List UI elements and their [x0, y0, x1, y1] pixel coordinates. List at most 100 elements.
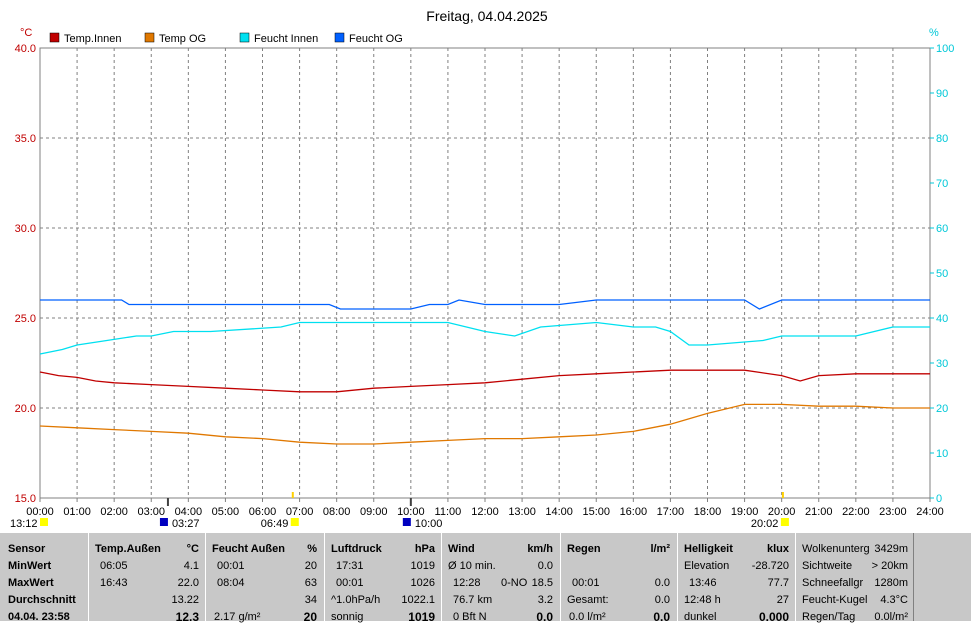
x-tick-label: 00:00: [26, 506, 54, 518]
left-tick-label: 15.0: [15, 493, 36, 505]
left-axis: 15.0 20.0 25.0 30.0 35.0 40.0: [15, 43, 36, 505]
temp-current-value: 12.3: [175, 610, 199, 624]
time-markers: 13:12 03:27 06:49 10:00 20:02: [10, 492, 789, 530]
right-tick-label: 0: [936, 493, 942, 505]
rain-per-day-value: 0.0l/m²: [874, 611, 908, 623]
brightness-max-value: 77.7: [767, 577, 789, 589]
rain-time-value: 0.0: [654, 577, 670, 589]
brightness-unit: klux: [766, 543, 789, 555]
maxwert-label: MaxWert: [8, 577, 54, 589]
x-tick-label: 06:00: [249, 506, 277, 518]
left-tick-label: 20.0: [15, 403, 36, 415]
series-line: [40, 299, 930, 310]
wind-column: Wind km/h Ø 10 min. 0.0 12:28 0-NO 18.5 …: [448, 537, 553, 624]
sensor-column: Sensor MinWert MaxWert Durchschnitt 04.0…: [8, 537, 86, 623]
wind-avg-label: Ø 10 min.: [448, 560, 496, 572]
right-tick-label: 40: [936, 313, 948, 325]
chart-legend: Temp.Innen Temp OG Feucht Innen Feucht OG: [49, 32, 403, 45]
wind-title: Wind: [448, 543, 475, 555]
elevation-value: -28.720: [751, 560, 789, 572]
humidity-min-value: 20: [304, 560, 317, 572]
brightness-current-value: 0.000: [758, 610, 789, 624]
right-tick-label: 90: [936, 88, 948, 100]
humidity-current-value: 20: [303, 610, 317, 624]
visibility-value: > 20km: [871, 560, 908, 572]
temp-max-value: 22.0: [177, 577, 199, 589]
marker-icon: [402, 518, 411, 526]
x-tick-label: 23:00: [879, 506, 907, 518]
marker-label: 10:00: [415, 518, 443, 530]
humidity-title: Feucht Außen: [212, 543, 285, 555]
durchschnitt-label: Durchschnitt: [8, 594, 76, 606]
left-tick-label: 30.0: [15, 223, 36, 235]
legend-label: Temp.Innen: [64, 33, 121, 45]
sunshine-duration: 12:48 h: [684, 594, 721, 606]
extra-column: Wolkenunterg 3429m Sichtweite > 20km Sch…: [802, 537, 908, 623]
x-tick-label: 24:00: [916, 506, 944, 518]
x-tick-label: 16:00: [620, 506, 648, 518]
legend-swatch: [334, 32, 345, 43]
x-tick-label: 10:00: [397, 506, 425, 518]
x-tick-label: 22:00: [842, 506, 870, 518]
rain-total-value: 0.0: [654, 594, 670, 606]
x-tick-label: 03:00: [137, 506, 165, 518]
current-timestamp: 04.04. 23:58: [8, 611, 70, 623]
right-tick-label: 60: [936, 223, 948, 235]
rain-unit: l/m²: [650, 543, 670, 555]
legend-label: Feucht OG: [349, 33, 403, 45]
marker-icon: [290, 518, 299, 526]
wind-max-direction: 0-NO: [501, 577, 528, 589]
temp-column: Temp.Außen °C 06:05 4.1 16:43 22.0 13.22…: [95, 537, 199, 624]
sensor-title: Sensor: [8, 543, 46, 555]
marker-label: 20:02: [751, 518, 779, 530]
x-tick-label: 15:00: [582, 506, 610, 518]
chart-title: Freitag, 04.04.2025: [426, 8, 548, 24]
wind-beaufort: 0 Bft N: [453, 611, 487, 623]
series-line: [39, 403, 930, 445]
x-axis: 00:00 01:00 02:00 03:00 04:00 05:00 06:00 07:00…: [26, 498, 944, 518]
wind-current-value: 0.0: [536, 610, 553, 624]
marker-label: 06:49: [261, 518, 289, 530]
cloud-base-value: 3429m: [874, 543, 908, 555]
humidity-column: Feucht Außen % 00:01 20 08:04 63 34 2.17…: [212, 537, 317, 624]
chart-grid: [40, 48, 930, 498]
pressure-min-value: 1019: [410, 560, 435, 572]
rain-current-text: 0.0 l/m²: [569, 611, 606, 623]
humidity-absolute: 2.17 g/m²: [214, 611, 261, 623]
x-tick-label: 04:00: [175, 506, 203, 518]
brightness-title: Helligkeit: [684, 543, 733, 555]
right-tick-label: 70: [936, 178, 948, 190]
brightness-column: Helligkeit klux Elevation -28.720 13:46 …: [684, 537, 789, 624]
pressure-current-value: 1019: [408, 610, 435, 624]
rain-time: 00:01: [572, 577, 600, 589]
legend-swatch: [49, 32, 60, 43]
left-tick-label: 35.0: [15, 133, 36, 145]
marker-icon: [159, 518, 168, 526]
weather-state: sonnig: [331, 611, 364, 623]
temp-avg-value: 13.22: [171, 594, 199, 606]
brightness-max-time: 13:46: [689, 577, 717, 589]
x-tick-label: 21:00: [805, 506, 833, 518]
temp-title: Temp.Außen: [95, 543, 161, 555]
wind-distance-value: 3.2: [537, 594, 553, 606]
humidity-max-time: 08:04: [217, 577, 245, 589]
rain-total-label: Gesamt:: [567, 594, 609, 606]
right-tick-label: 100: [936, 43, 954, 55]
pressure-avg-value: 1022.1: [401, 594, 435, 606]
pressure-column: Luftdruck hPa 17:31 1019 00:01 1026 ^1.0…: [331, 537, 435, 624]
right-axis-unit: %: [929, 27, 939, 39]
legend-label: Temp OG: [159, 33, 206, 45]
sunshine-value: 27: [776, 594, 789, 606]
humidity-min-time: 00:01: [217, 560, 245, 572]
wind-unit: km/h: [527, 543, 553, 555]
wind-max-value: 18.5: [531, 577, 553, 589]
cloud-base-label: Wolkenunterg: [802, 543, 870, 555]
legend-swatch: [239, 32, 250, 43]
wetbulb-label: Feucht-Kugel: [802, 594, 868, 606]
left-tick-label: 25.0: [15, 313, 36, 325]
visibility-label: Sichtweite: [802, 560, 853, 572]
marker-label: 03:27: [172, 518, 200, 530]
x-tick-label: 11:00: [435, 506, 462, 518]
right-tick-label: 30: [936, 358, 948, 370]
rain-per-day-label: Regen/Tag: [802, 611, 856, 623]
